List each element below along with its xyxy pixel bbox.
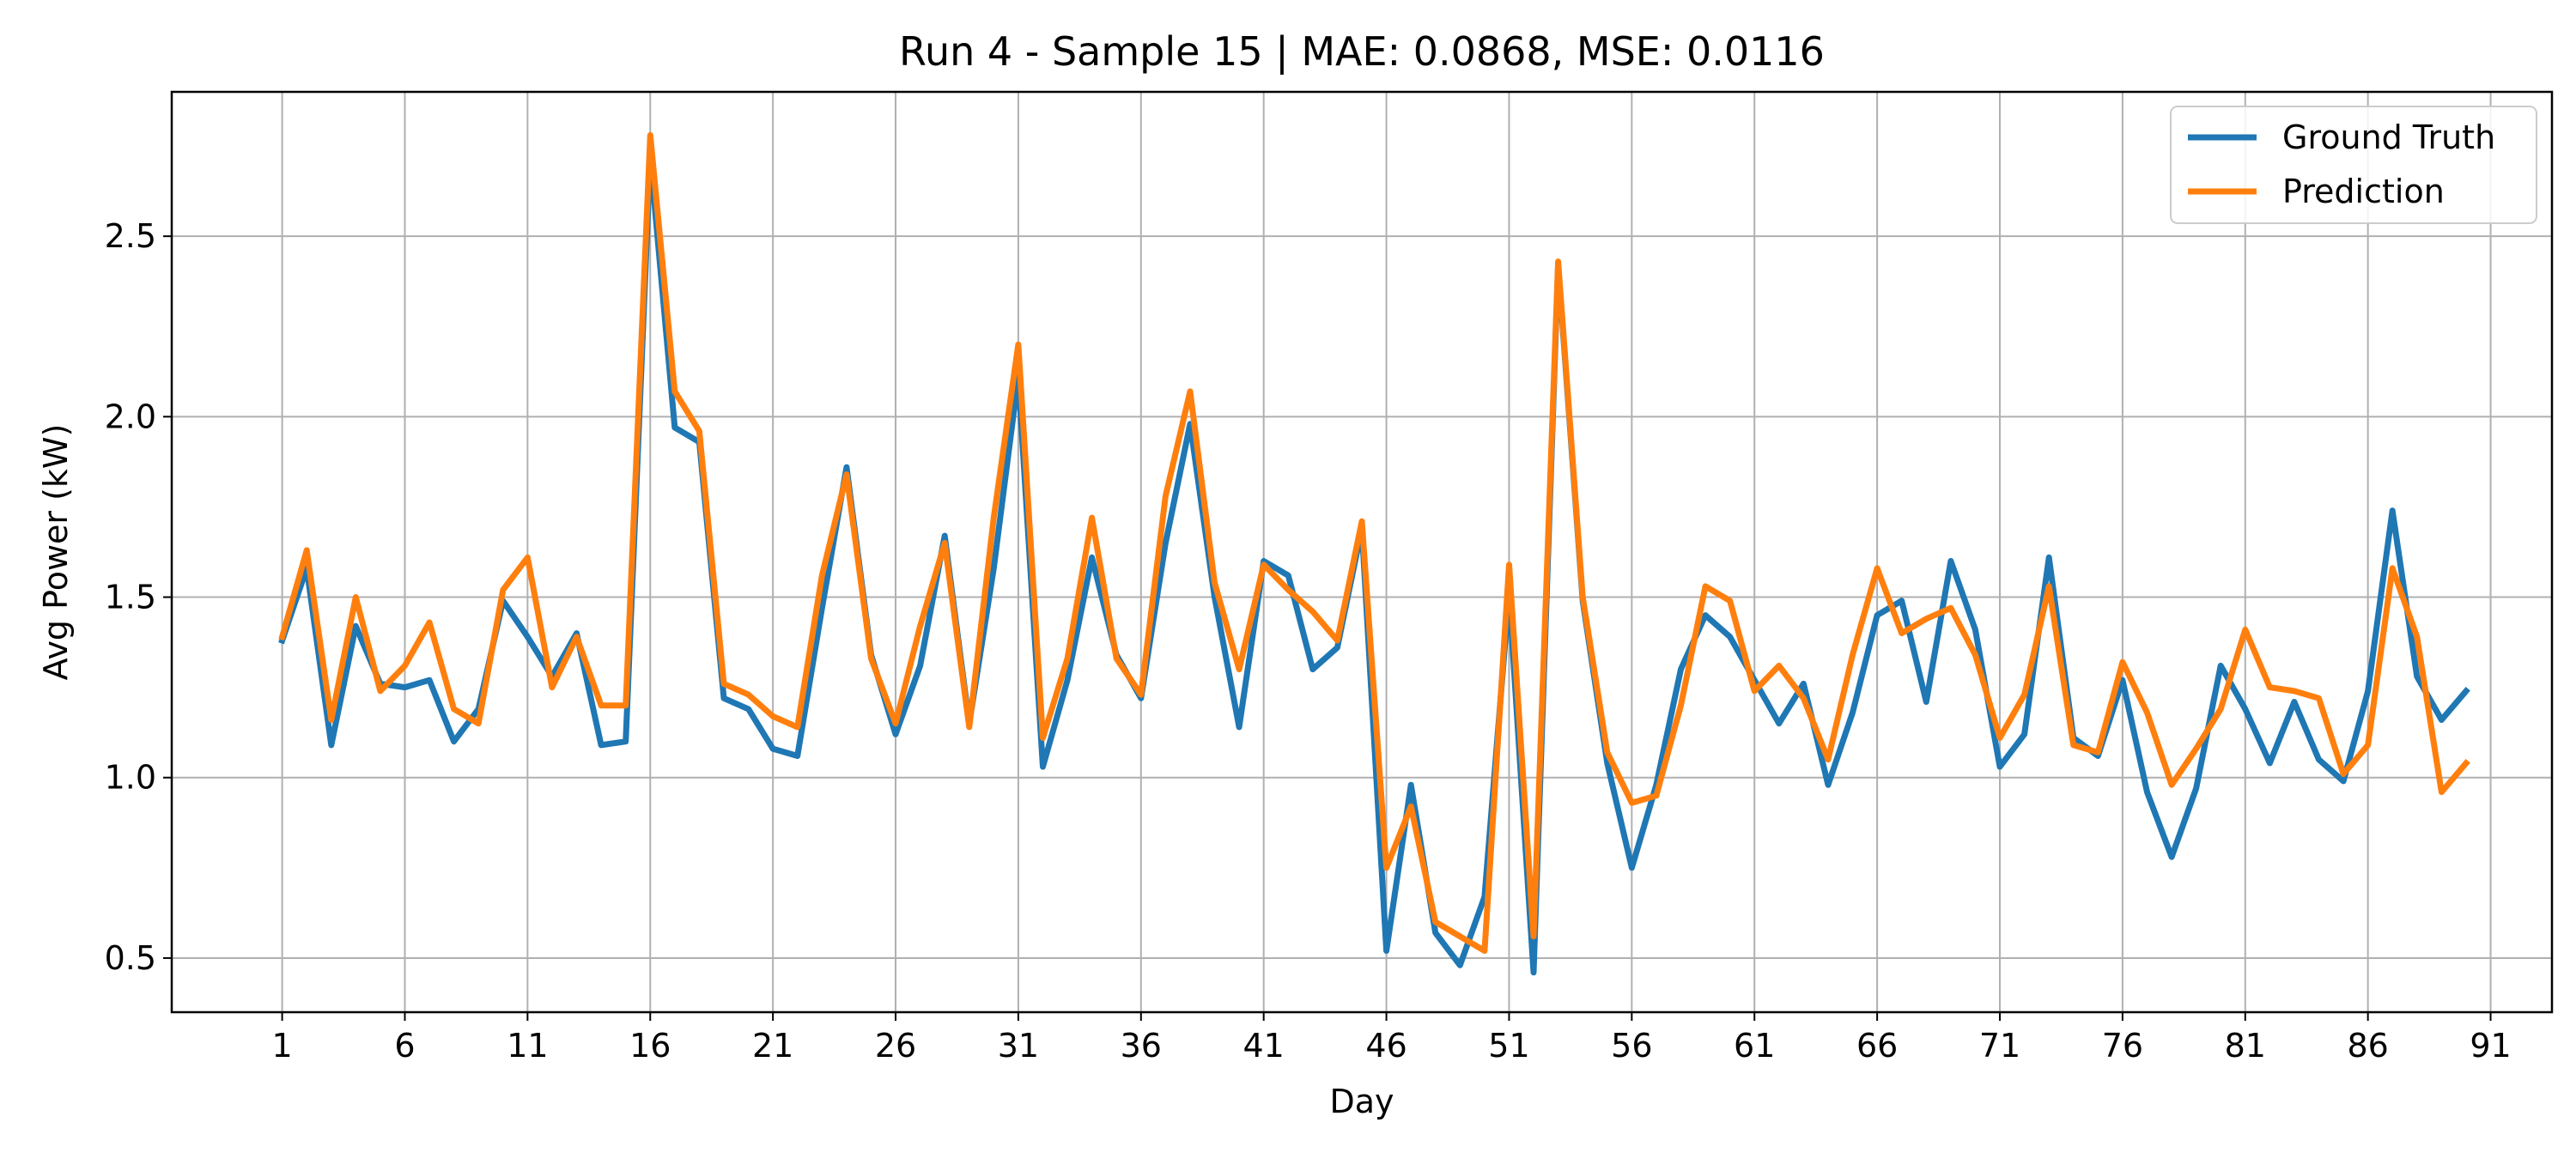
- y-axis-label: Avg Power (kW): [37, 424, 75, 681]
- y-tick-label: 2.5: [105, 217, 156, 255]
- x-tick-label: 21: [752, 1027, 793, 1065]
- x-tick-label: 56: [1611, 1027, 1652, 1065]
- y-tick-label: 1.0: [105, 759, 156, 797]
- x-axis-label: Day: [1329, 1083, 1394, 1120]
- legend-label-prediction: Prediction: [2282, 173, 2445, 210]
- x-tick-label: 16: [629, 1027, 671, 1065]
- x-tick-label: 51: [1488, 1027, 1529, 1065]
- series-line-prediction: [278, 131, 2470, 954]
- x-tick-label: 36: [1121, 1027, 1162, 1065]
- grid: [172, 92, 2552, 1012]
- x-tick-label: 61: [1734, 1027, 1775, 1065]
- x-tick-label: 41: [1243, 1027, 1285, 1065]
- legend-label-ground-truth: Ground Truth: [2282, 118, 2495, 156]
- series-lines: [278, 131, 2470, 976]
- y-axis: 0.5 1.0 1.5 2.0 2.5: [105, 217, 172, 977]
- x-tick-label: 76: [2102, 1027, 2143, 1065]
- y-tick-label: 2.0: [105, 397, 156, 435]
- x-tick-label: 11: [507, 1027, 548, 1065]
- y-tick-label: 0.5: [105, 939, 156, 977]
- chart-title: Run 4 - Sample 15 | MAE: 0.0868, MSE: 0.…: [899, 28, 1825, 76]
- x-tick-label: 26: [875, 1027, 916, 1065]
- x-tick-label: 86: [2347, 1027, 2388, 1065]
- x-tick-label: 1: [272, 1027, 293, 1065]
- plot-frame: [170, 90, 2554, 1014]
- legend-box: [2170, 106, 2537, 224]
- x-tick-label: 31: [998, 1027, 1039, 1065]
- x-tick-label: 6: [394, 1027, 415, 1065]
- legend: Ground Truth Prediction: [2170, 106, 2537, 224]
- x-tick-label: 71: [1979, 1027, 2020, 1065]
- x-tick-label: 91: [2470, 1027, 2511, 1065]
- x-tick-label: 66: [1856, 1027, 1898, 1065]
- x-tick-label: 81: [2225, 1027, 2266, 1065]
- y-tick-label: 1.5: [105, 579, 156, 616]
- x-axis: 1 6 11 16 21 26 31 36 41 46 51 56 61 66 71 76 81 86 91: [272, 1012, 2512, 1065]
- x-tick-label: 46: [1365, 1027, 1406, 1065]
